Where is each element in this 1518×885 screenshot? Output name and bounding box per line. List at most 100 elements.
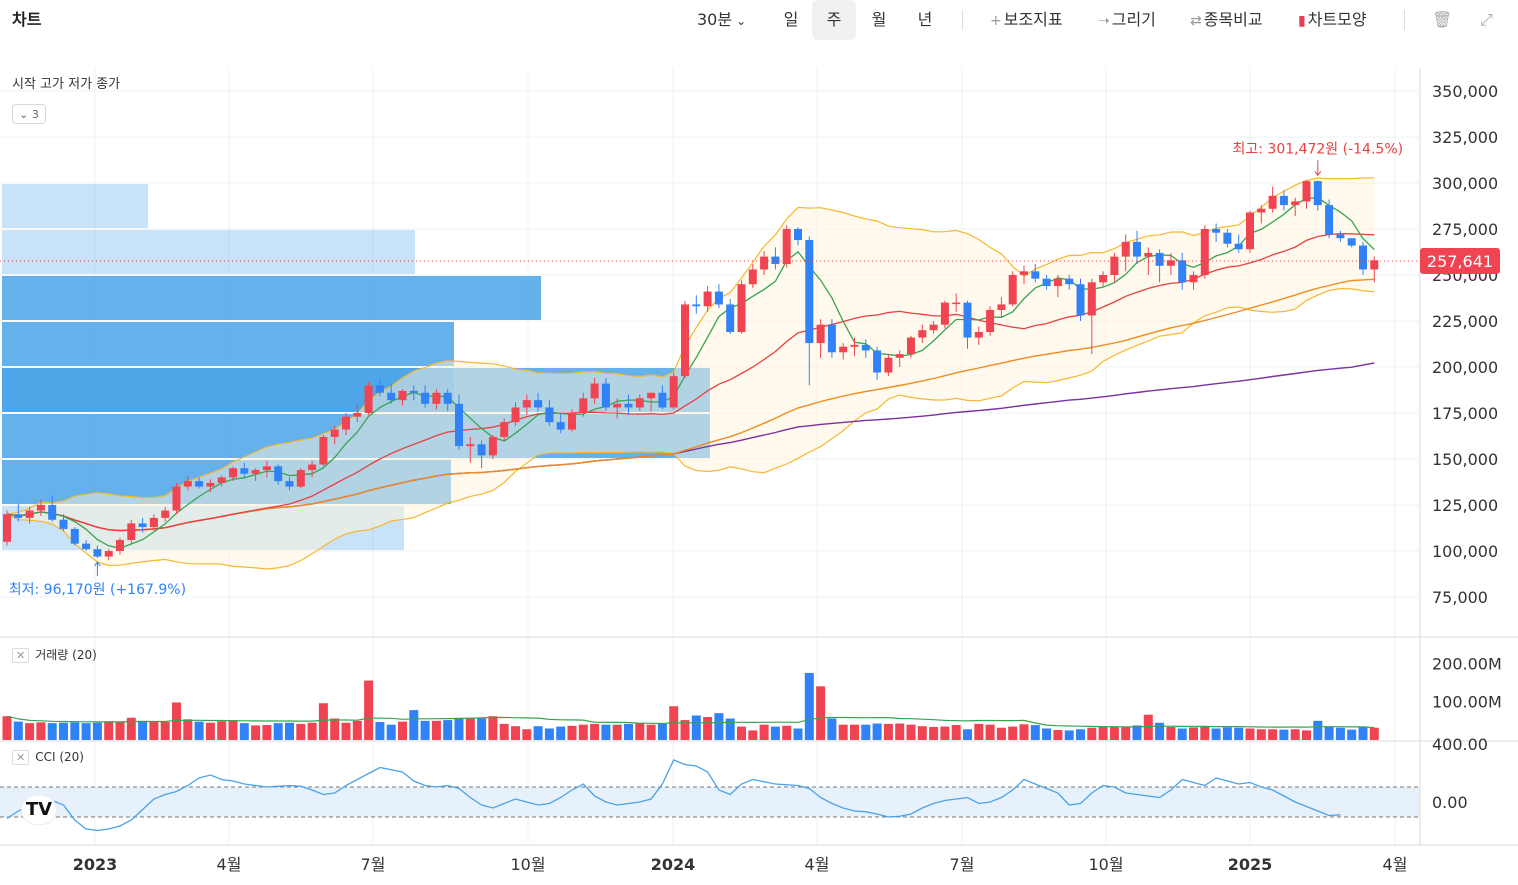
candle-body xyxy=(907,338,915,355)
candle-body xyxy=(1246,212,1254,249)
candle-body xyxy=(218,477,226,483)
candle-body xyxy=(839,347,847,353)
candle-body xyxy=(647,393,655,399)
volume-bar xyxy=(353,721,362,740)
candle-body xyxy=(930,325,938,331)
volume-bar xyxy=(1053,730,1062,740)
candle-body xyxy=(60,520,68,529)
volume-bar xyxy=(240,723,249,740)
candle-body xyxy=(353,413,361,417)
time-tick-label: 10월 xyxy=(1088,855,1123,874)
candle-body xyxy=(478,444,486,455)
candle-body xyxy=(692,304,700,306)
candle xyxy=(1246,211,1254,253)
volume-bar xyxy=(375,722,384,740)
time-tick-label: 10월 xyxy=(510,855,545,874)
volume-bar xyxy=(36,722,45,740)
volume-bar xyxy=(82,723,91,740)
candle-body xyxy=(1156,253,1164,266)
close-icon[interactable]: ✕ xyxy=(12,648,29,663)
candle-body xyxy=(286,481,294,487)
volume-bar xyxy=(771,727,780,740)
volume-bar xyxy=(1279,730,1288,740)
candle-body xyxy=(738,284,746,332)
volume-bar xyxy=(432,721,441,740)
volume-bar xyxy=(1212,729,1221,741)
candle-body xyxy=(71,529,79,544)
volume-legend: ✕ 거래량 (20) xyxy=(12,646,97,663)
candle-body xyxy=(399,391,407,400)
volume-tick-label: 200.00M xyxy=(1432,654,1502,673)
candle-body xyxy=(1235,244,1243,250)
candle-body xyxy=(1201,229,1209,275)
volume-bar xyxy=(1200,727,1209,740)
volume-bar xyxy=(1234,728,1243,740)
volume-bar xyxy=(488,716,497,740)
volume-bar xyxy=(997,728,1006,740)
candle-body xyxy=(1269,196,1277,209)
candle-body xyxy=(1291,201,1299,205)
volume-bar xyxy=(1008,727,1017,740)
price-tick-label: 275,000 xyxy=(1432,220,1498,239)
candle-body xyxy=(150,518,158,527)
ohlc-legend: 시작 고가 저가 종가 xyxy=(12,73,120,92)
candle-body xyxy=(602,384,610,408)
candle-body xyxy=(173,487,181,511)
volume-bar xyxy=(206,723,215,740)
volume-bar xyxy=(14,722,23,740)
candle xyxy=(1269,187,1277,213)
volume-bar xyxy=(635,723,644,740)
legend-collapse-button[interactable]: ⌄ 3 xyxy=(12,104,46,124)
volume-bar xyxy=(545,729,554,741)
candle-body xyxy=(139,523,147,527)
candle-body xyxy=(986,310,994,332)
candle-body xyxy=(489,437,497,455)
volume-profile-bar xyxy=(2,184,148,228)
candle-body xyxy=(26,511,34,518)
tradingview-logo[interactable]: TV xyxy=(22,796,56,824)
volume-bar xyxy=(262,725,271,740)
volume-bar xyxy=(1359,727,1368,740)
candle-body xyxy=(1257,209,1265,213)
candle-body xyxy=(1144,253,1152,257)
volume-bar xyxy=(285,723,294,740)
candle-body xyxy=(206,483,214,487)
volume-bar xyxy=(692,715,701,740)
volume-bar xyxy=(737,727,746,740)
volume-bar xyxy=(907,725,916,740)
volume-bar xyxy=(895,724,904,740)
candle-body xyxy=(964,303,972,338)
candle-body xyxy=(579,398,587,413)
candle-body xyxy=(1043,279,1051,286)
candle-body xyxy=(952,303,960,305)
volume-bar xyxy=(48,723,57,740)
candle-body xyxy=(105,551,113,557)
volume-bar xyxy=(568,726,577,740)
cci-indicator xyxy=(0,760,1420,831)
candle-body xyxy=(1110,257,1118,275)
candle-body xyxy=(545,407,553,422)
candle-body xyxy=(873,350,881,372)
candle-body xyxy=(851,345,859,347)
candle-body xyxy=(252,470,260,474)
candle-body xyxy=(1054,279,1062,286)
candle-body xyxy=(1031,271,1039,278)
volume-bar xyxy=(195,722,204,740)
candle-body xyxy=(884,358,892,373)
candle-body xyxy=(365,385,373,413)
volume-bar xyxy=(534,726,543,740)
volume-bar xyxy=(59,723,68,740)
price-tick-label: 75,000 xyxy=(1432,588,1488,607)
cci-legend-label: CCI (20) xyxy=(35,750,84,764)
candle-body xyxy=(941,303,949,325)
candle-body xyxy=(14,514,22,518)
candle xyxy=(738,281,746,334)
candle-body xyxy=(1303,181,1311,201)
candle-body xyxy=(636,398,644,407)
volume-bar xyxy=(93,723,102,740)
close-icon[interactable]: ✕ xyxy=(12,750,29,765)
candle-body xyxy=(1348,238,1356,245)
candle-body xyxy=(512,407,520,422)
volume-bar xyxy=(138,721,147,740)
